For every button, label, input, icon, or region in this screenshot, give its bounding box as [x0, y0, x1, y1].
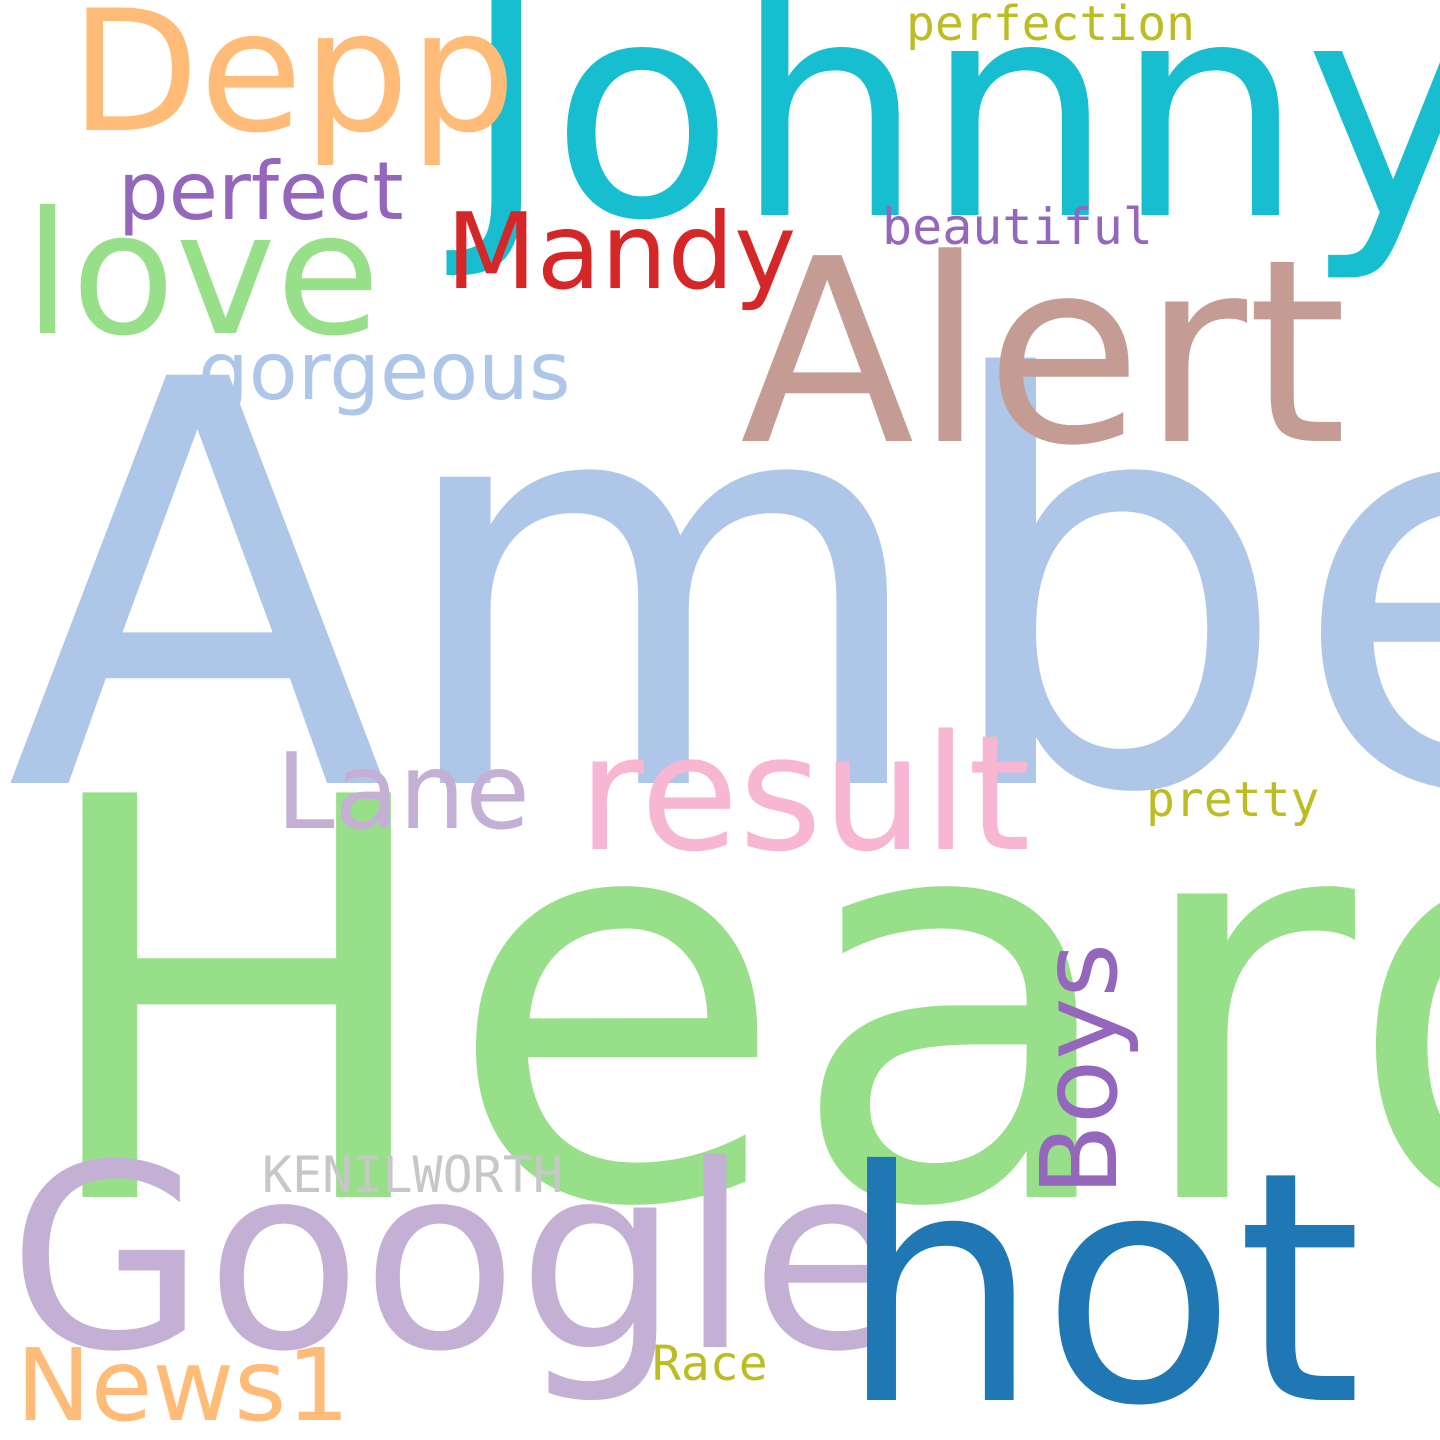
word-google: Google [8, 1111, 908, 1408]
word-beautiful: beautiful [882, 198, 1153, 256]
word-heard: Heard [28, 682, 1440, 1328]
word-pretty: pretty [1146, 772, 1320, 828]
word-alert: Alert [740, 205, 1347, 502]
word-perfection: perfection [906, 0, 1195, 52]
word-gorgeous: gorgeous [198, 325, 571, 418]
word-amber: Amber [6, 264, 1440, 916]
word-race: Race [652, 1336, 768, 1392]
word-perfect: perfect [118, 145, 404, 238]
word-love: love [24, 176, 381, 374]
word-lane: Lane [276, 731, 530, 853]
word-depp: Depp [70, 0, 517, 170]
word-boys: Boys [1019, 942, 1141, 1196]
word-kenilworth: KENILWORTH [262, 1146, 564, 1204]
word-news1: News1 [16, 1327, 350, 1440]
word-mandy: Mandy [446, 191, 797, 313]
word-johnny: Johnny [462, 0, 1440, 286]
word-hot: hot [838, 1104, 1363, 1440]
word-result: result [578, 700, 1031, 887]
